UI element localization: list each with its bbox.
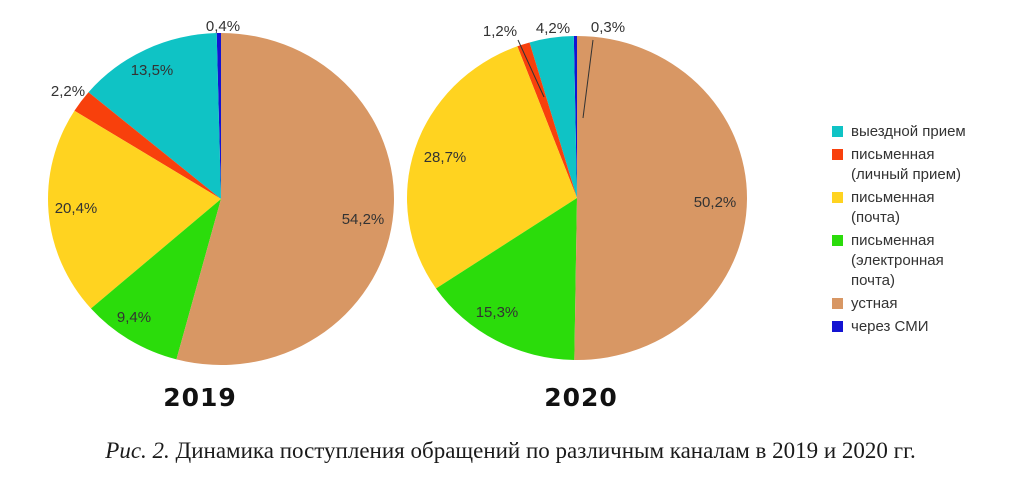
legend-item-label: через СМИ (851, 318, 929, 335)
pie-2020-slice-written-mail (406, 46, 577, 289)
pie-2019-slice-written-personal-reception (74, 92, 221, 199)
pie-2020-slice-onsite-reception (529, 36, 577, 198)
pie-2020-slice-oral (574, 36, 748, 360)
pie-2020-value-label-written-email: 15,3% (476, 304, 519, 321)
legend-item-label: письменная (электронная почта) (851, 232, 944, 289)
pie-2020-year-label: 2020 (544, 383, 618, 412)
legend-color-swatch (832, 192, 843, 203)
legend-item-label: письменная (почта) (851, 189, 935, 226)
legend-item-written-mail: письменная (почта) (832, 188, 1012, 228)
chart-legend: выездной прием письменная (личный прием) п… (832, 122, 1012, 337)
legend-item-label: устная (851, 295, 898, 312)
pie-2020-label-leader-line-0 (517, 39, 545, 98)
pie-2019-value-label-onsite-reception: 13,5% (131, 62, 174, 79)
pie-2020-slice-written-personal-reception (517, 42, 577, 199)
pie-2019-slice-written-mail (47, 110, 221, 309)
pie-2019-value-label-via-media: 0,4% (206, 18, 240, 35)
pie-2020-value-label-written-mail: 28,7% (424, 149, 467, 166)
legend-color-swatch (832, 321, 843, 332)
pie-2019-slice-written-email (90, 199, 221, 360)
legend-color-swatch (832, 298, 843, 309)
pie-2019-year-label: 2019 (163, 383, 237, 412)
pie-2020-value-label-via-media: 0,3% (591, 19, 625, 36)
pie-2020-label-leader-line-1 (582, 39, 594, 119)
legend-item-written-email: письменная (электронная почта) (832, 231, 1012, 291)
pie-2019-slice-oral (176, 33, 394, 366)
figure-caption-text: Динамика поступления обращений по различ… (175, 438, 916, 463)
pie-2019-slice-onsite-reception (88, 33, 222, 199)
legend-item-onsite-reception: выездной прием (832, 122, 1012, 142)
legend-color-swatch (832, 235, 843, 246)
pie-2019-value-label-written-mail: 20,4% (55, 200, 98, 217)
legend-item-label: письменная (личный прием) (851, 146, 962, 183)
legend-color-swatch (832, 126, 843, 137)
pie-2020-slice-written-email (436, 198, 577, 360)
figure-number: Рис. 2. (105, 438, 170, 463)
pie-charts-svg: 13,5% 2,2% 20,4% 9,4% 54,2% 0,4% 4,2% 1,2% 28,7%… (47, 18, 748, 366)
legend-item-label: выездной прием (851, 123, 966, 140)
pie-2020-value-label-oral: 50,2% (694, 194, 737, 211)
pie-2019-value-label-oral: 54,2% (342, 211, 385, 228)
pie-2019-value-label-written-email: 9,4% (117, 309, 151, 326)
legend-item-written-personal-reception: письменная (личный прием) (832, 145, 1012, 185)
pie-2020-slice-via-media (573, 36, 577, 198)
figure-caption: Рис. 2. Динамика поступления обращений п… (0, 438, 1021, 464)
legend-item-via-media: через СМИ (832, 317, 1012, 337)
pie-2019-slice-via-media (216, 32, 221, 200)
pie-2020-value-label-written-personal-reception: 1,2% (483, 23, 517, 40)
legend-item-oral: устная (832, 294, 1012, 314)
pie-2020-value-label-onsite-reception: 4,2% (536, 20, 570, 37)
pie-2019-value-label-written-personal-reception: 2,2% (51, 83, 85, 100)
legend-color-swatch (832, 149, 843, 160)
